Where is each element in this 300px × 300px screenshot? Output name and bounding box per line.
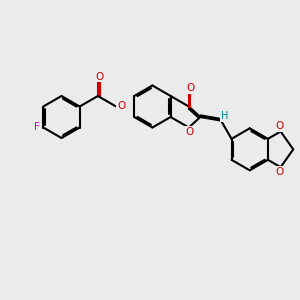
Text: O: O [117,101,125,111]
Text: O: O [186,83,194,93]
Text: H: H [221,111,229,121]
Text: O: O [275,122,283,131]
Text: F: F [34,122,40,133]
Text: O: O [185,127,194,137]
Text: O: O [275,167,283,177]
Text: O: O [95,72,103,82]
